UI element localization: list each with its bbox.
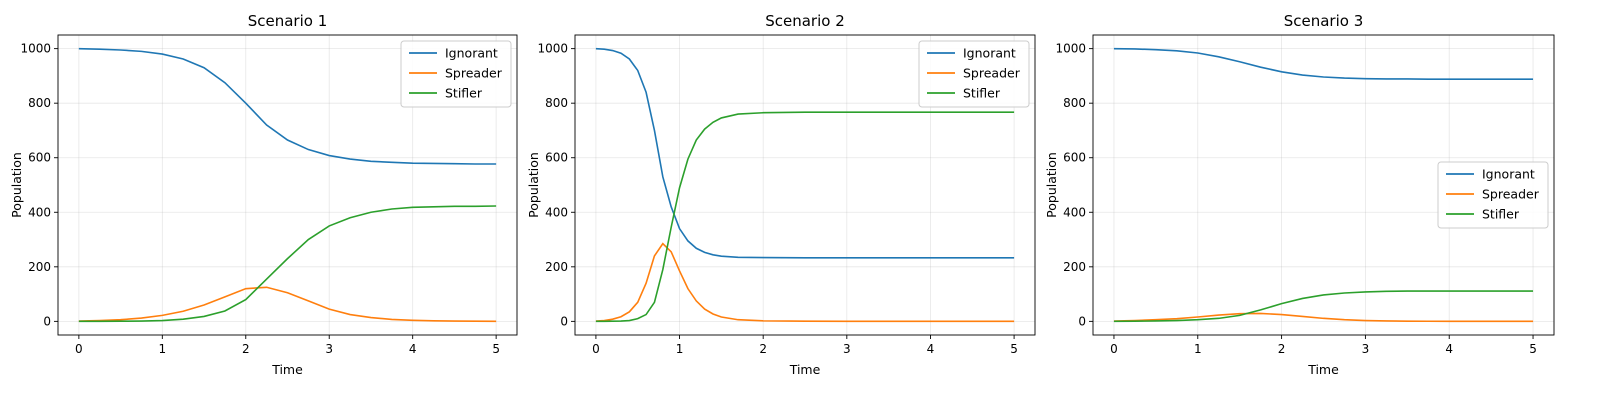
- x-tick-label: 0: [75, 342, 83, 356]
- y-tick-label: 600: [1063, 151, 1086, 165]
- y-tick-label: 400: [545, 205, 568, 219]
- y-tick-label: 1000: [1055, 42, 1086, 56]
- plot-frame: [1092, 34, 1555, 336]
- legend: Ignorant Spreader Stifler: [400, 40, 512, 108]
- x-tick-label: 2: [759, 342, 767, 356]
- legend-label: Stifler: [1482, 207, 1520, 222]
- series-line-ignorant: [78, 47, 497, 165]
- y-axis-label: Population: [1044, 152, 1059, 218]
- y-tick-label: 800: [28, 96, 51, 110]
- x-tick-label: 3: [1362, 342, 1370, 356]
- legend-label: Ignorant: [1482, 167, 1535, 182]
- x-tick-label: 1: [676, 342, 684, 356]
- series-line-ignorant: [595, 47, 1015, 259]
- y-tick-label: 600: [28, 151, 51, 165]
- chart-scenario-3: 0 1 2 3 4 5 0 200 400 600 800 1000 Scenario 3 Time Pop…: [1044, 12, 1555, 377]
- x-axis-label: Time: [789, 362, 821, 377]
- x-tick-label: 5: [492, 342, 500, 356]
- x-tick-label: 2: [1278, 342, 1286, 356]
- y-tick-label: 800: [545, 96, 568, 110]
- y-tick-label: 800: [1063, 96, 1086, 110]
- x-tick-label: 3: [325, 342, 333, 356]
- x-axis-label: Time: [1307, 362, 1339, 377]
- y-tick-label: 600: [545, 151, 568, 165]
- y-tick-label: 1000: [537, 42, 568, 56]
- legend-label: Stifler: [445, 86, 483, 101]
- x-tick-label: 0: [592, 342, 600, 356]
- chart-scenario-2: 0 1 2 3 4 5 0 200 400 600 800 1000 Scenario 2 Time Pop…: [526, 12, 1036, 377]
- legend-box: [400, 40, 512, 108]
- chart-title: Scenario 2: [765, 12, 845, 30]
- y-tick-label: 0: [560, 314, 568, 328]
- x-tick-label: 1: [1194, 342, 1202, 356]
- x-tick-label: 1: [158, 342, 166, 356]
- y-axis-label: Population: [526, 152, 541, 218]
- y-tick-label: 200: [1063, 260, 1086, 274]
- x-tick-label: 2: [242, 342, 250, 356]
- x-axis-label: Time: [271, 362, 303, 377]
- x-tick-label: 4: [1445, 342, 1453, 356]
- series-line-stifler: [1113, 290, 1534, 323]
- chart-title: Scenario 3: [1284, 12, 1364, 30]
- y-tick-label: 0: [43, 314, 51, 328]
- y-tick-label: 200: [545, 260, 568, 274]
- legend-label: Spreader: [445, 66, 503, 81]
- y-tick-label: 200: [28, 260, 51, 274]
- x-tick-label: 5: [1010, 342, 1018, 356]
- legend: Ignorant Spreader Stifler: [918, 40, 1030, 108]
- chart-title: Scenario 1: [248, 12, 328, 30]
- legend-label: Spreader: [1482, 187, 1540, 202]
- x-tick-label: 0: [1110, 342, 1118, 356]
- legend-label: Ignorant: [963, 46, 1016, 61]
- y-tick-label: 400: [1063, 205, 1086, 219]
- y-tick-label: 0: [1078, 314, 1086, 328]
- legend-label: Stifler: [963, 86, 1001, 101]
- series-line-ignorant: [1113, 47, 1534, 80]
- y-axis-label: Population: [9, 152, 24, 218]
- legend-box: [918, 40, 1030, 108]
- legend-label: Ignorant: [445, 46, 498, 61]
- series-line-spreader: [595, 242, 1015, 323]
- x-tick-label: 4: [409, 342, 417, 356]
- series-line-spreader: [78, 286, 497, 323]
- x-tick-label: 5: [1529, 342, 1537, 356]
- legend: Ignorant Spreader Stifler: [1437, 161, 1549, 229]
- x-tick-label: 3: [843, 342, 851, 356]
- chart-scenario-1: 0 1 2 3 4 5 0 200 400 600 800 1000 Scenario 1 Time Pop…: [9, 12, 518, 377]
- series-line-stifler: [595, 111, 1015, 323]
- legend-label: Spreader: [963, 66, 1021, 81]
- plot-frame: [574, 34, 1036, 336]
- legend-box: [1437, 161, 1549, 229]
- plot-frame: [57, 34, 518, 336]
- y-tick-label: 400: [28, 205, 51, 219]
- series-line-spreader: [1113, 312, 1534, 323]
- series-line-stifler: [78, 205, 497, 323]
- x-tick-label: 4: [927, 342, 935, 356]
- y-tick-label: 1000: [20, 42, 51, 56]
